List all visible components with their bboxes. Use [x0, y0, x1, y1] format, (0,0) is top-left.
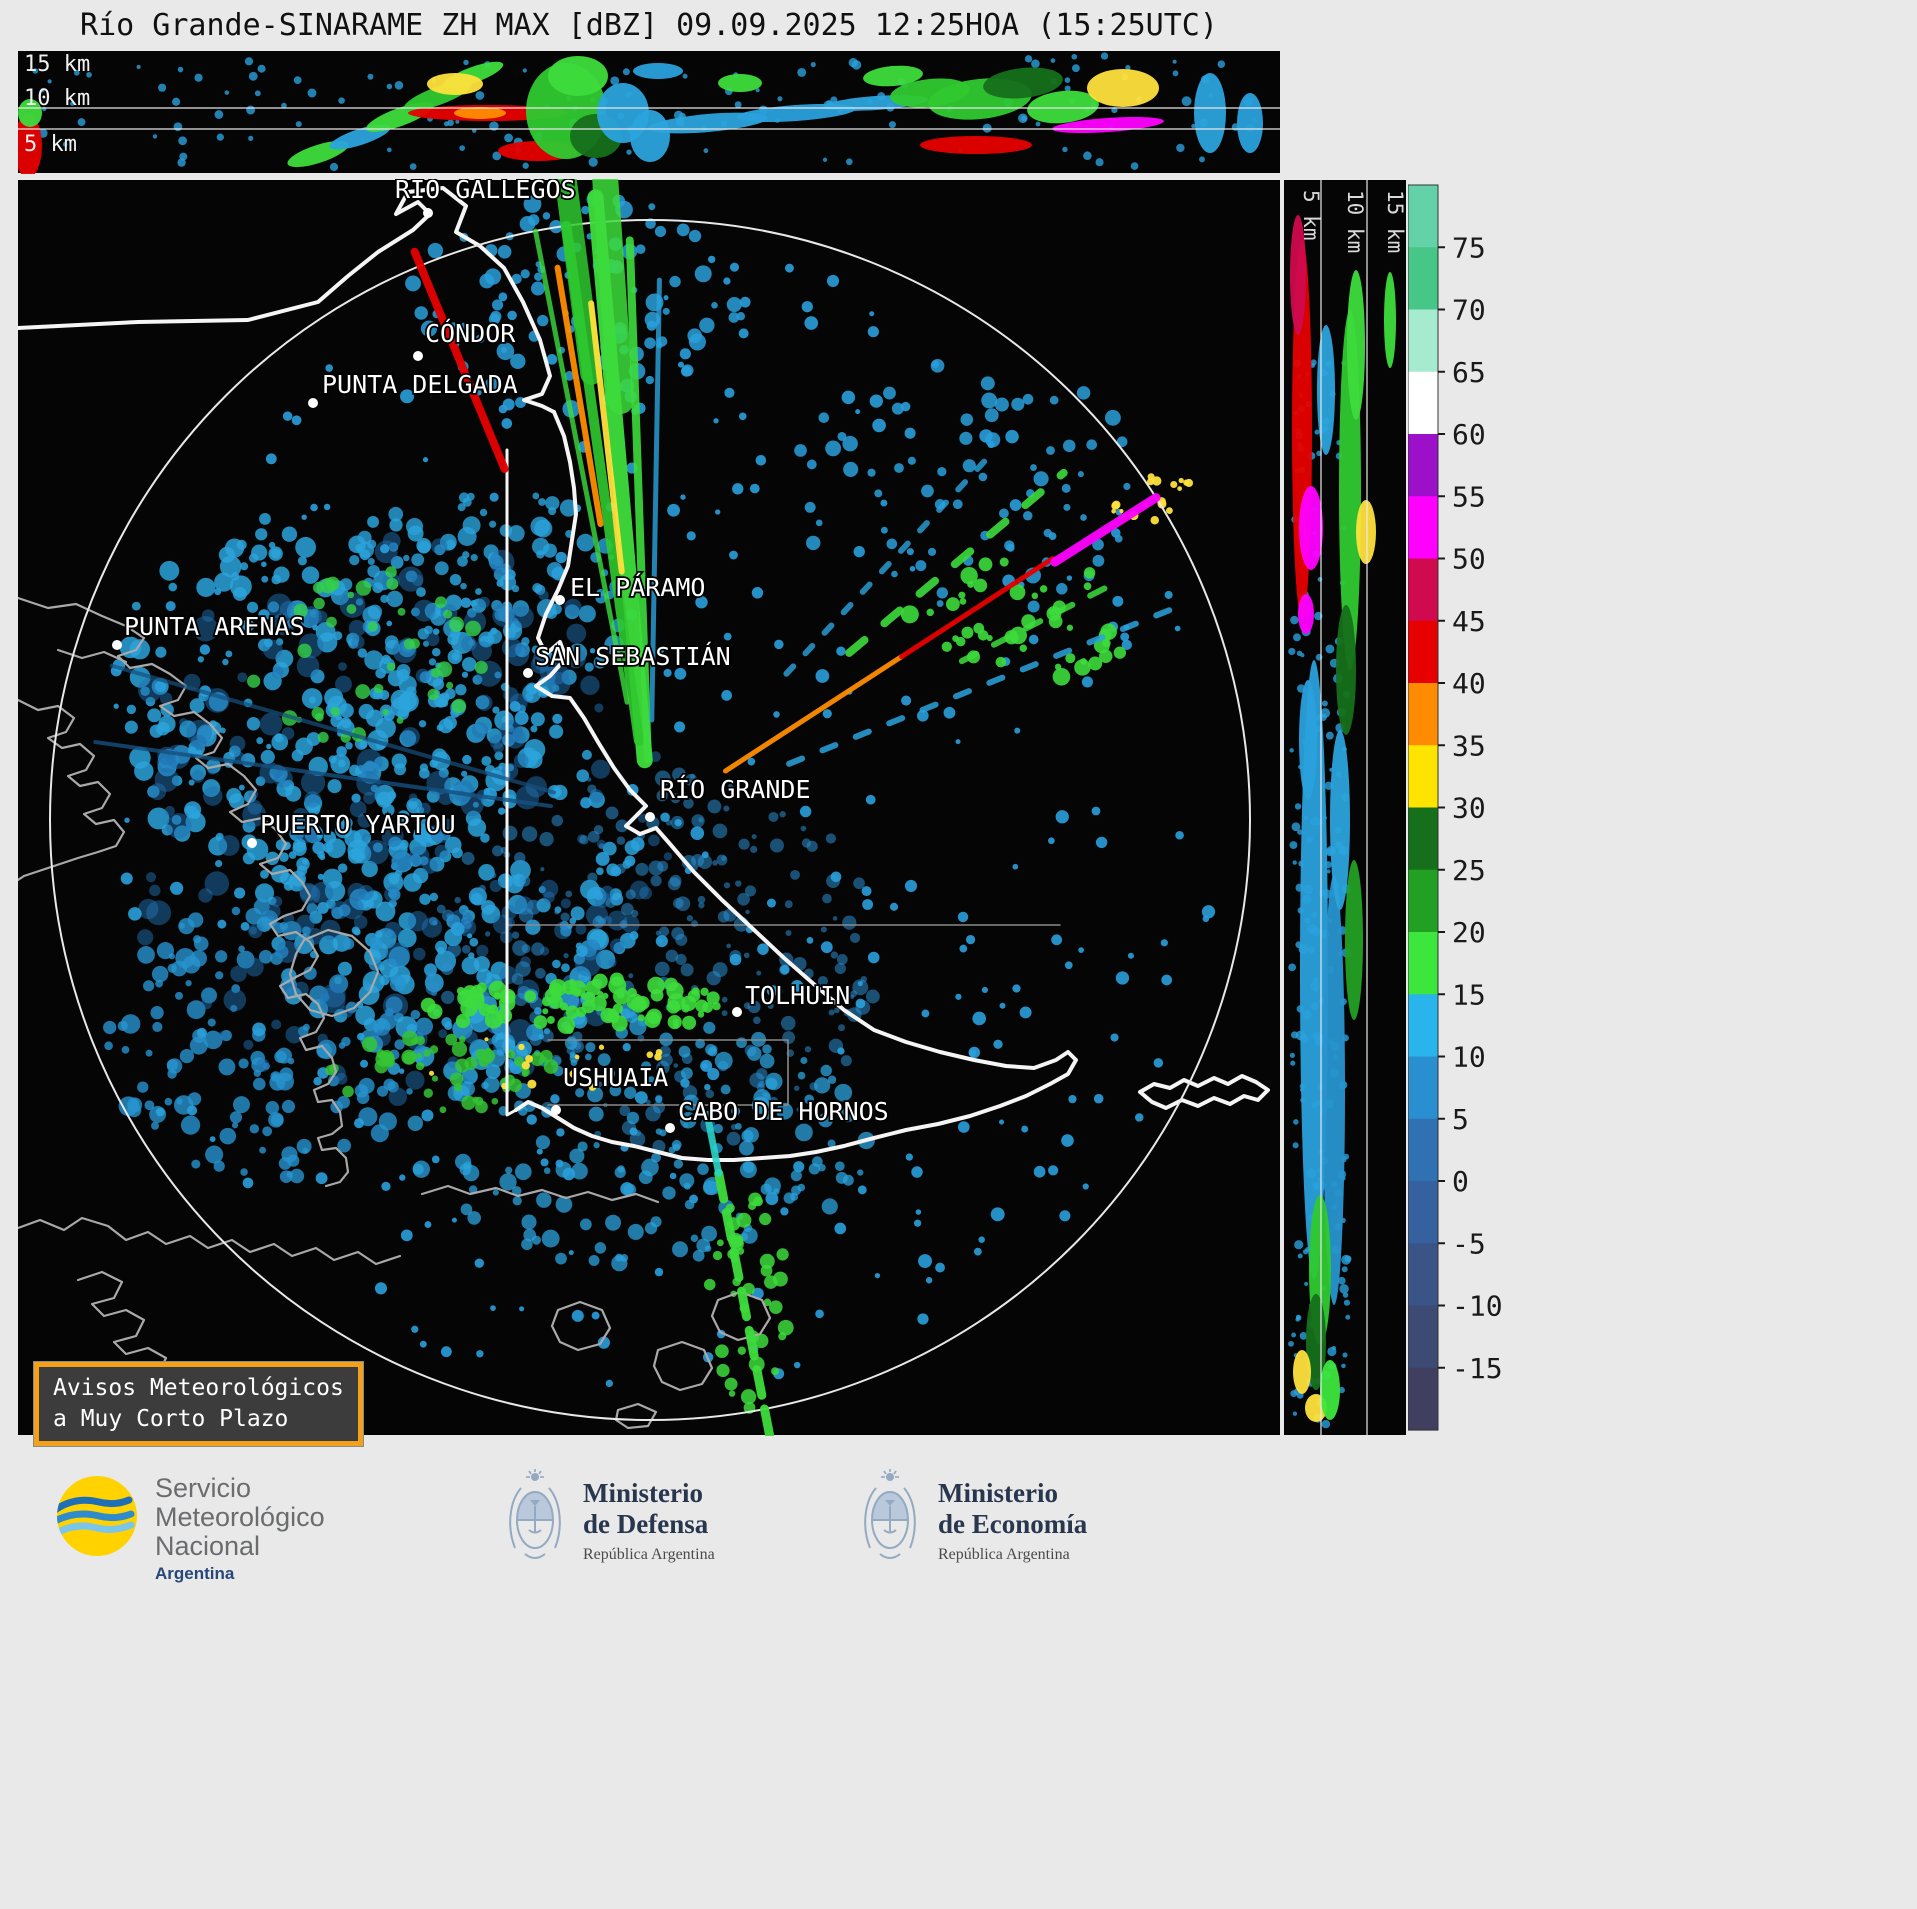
altitude-label: 10 km [24, 86, 90, 111]
colorbar-tick-label: -5 [1452, 1227, 1486, 1260]
spike-layer [93, 179, 1173, 1436]
top-cross-section-panel: 15 km 10 km 5 km [18, 51, 1280, 174]
colorbar-tick-label: 20 [1452, 916, 1486, 949]
defensa-line-1: Ministerio [583, 1478, 703, 1508]
radar-ppi-map: RÍO GALLEGOS CÓNDOR PUNTA DELGADA EL PÁRAMO… [18, 179, 1280, 1436]
warning-box[interactable]: Avisos Meteorológicos a Muy Corto Plazo [33, 1360, 364, 1448]
city-dot [551, 1105, 561, 1115]
colorbar-tick-label: -15 [1452, 1352, 1503, 1385]
ministry-economia-group: Ministerio de Economía República Argenti… [860, 1468, 1087, 1564]
smn-logo-group: Servicio Meteorológico Nacional Argentin… [55, 1473, 325, 1584]
colorbar-tick-label: -10 [1452, 1290, 1503, 1323]
smn-line-2: Meteorológico [155, 1502, 325, 1533]
ministry-defensa-group: Ministerio de Defensa República Argentin… [505, 1468, 715, 1564]
city-label: TOLHUIN [745, 981, 850, 1010]
city-label: CABO DE HORNOS [678, 1097, 889, 1126]
defensa-subtitle: República Argentina [583, 1546, 715, 1564]
colorbar-tick-label: 70 [1452, 294, 1486, 327]
ministry-defensa-text: Ministerio de Defensa República Argentin… [583, 1468, 715, 1564]
altitude-label: 15 km [24, 52, 90, 77]
colorbar-tick-label: 0 [1452, 1165, 1469, 1198]
colorbar-tick-label: 60 [1452, 418, 1486, 451]
echo-layer [103, 192, 1216, 1414]
page-title: Río Grande-SINARAME ZH MAX [dBZ] 09.09.2… [80, 8, 1218, 43]
city-label: PUNTA ARENAS [124, 612, 305, 641]
city-dot [645, 812, 655, 822]
defensa-line-2: de Defensa [583, 1509, 709, 1540]
coat-of-arms-icon [864, 1469, 916, 1559]
colorbar-tick-label: 10 [1452, 1041, 1486, 1074]
city-label: RÍO GALLEGOS [395, 179, 576, 204]
smn-country: Argentina [155, 1564, 235, 1584]
city-dot [112, 640, 122, 650]
colorbar-tick-label: 35 [1452, 729, 1486, 762]
admin-boundary-layer [506, 924, 1061, 1106]
economia-line-2: de Economía [938, 1509, 1088, 1540]
altitude-label: 15 km [1383, 190, 1406, 253]
colorbar-tick-label: 15 [1452, 978, 1486, 1011]
warning-line-2: a Muy Corto Plazo [53, 1406, 289, 1433]
colorbar-tick-label: 55 [1452, 480, 1486, 513]
city-dot [308, 398, 318, 408]
city-dot [555, 595, 565, 605]
city-dot [413, 351, 423, 361]
colorbar-tick-label: 75 [1452, 231, 1486, 264]
smn-line-1: Servicio [155, 1473, 252, 1503]
coastline-gray-layer [18, 596, 772, 1430]
colorbar-tick-label: 40 [1452, 667, 1486, 700]
colorbar-tick-label: 65 [1452, 356, 1486, 389]
right-cross-section-panel: 5 km 10 km 15 km [1284, 180, 1406, 1435]
city-label: USHUAIA [563, 1063, 668, 1092]
warning-line-1: Avisos Meteorológicos [53, 1375, 344, 1401]
coastline-white-layer [18, 186, 1270, 1162]
colorbar-tick-label: 50 [1452, 543, 1486, 576]
city-label: CÓNDOR [425, 318, 516, 348]
colorbar-scale [1408, 184, 1439, 1431]
colorbar-tick-label: 25 [1452, 854, 1486, 887]
altitude-label: 10 km [1343, 190, 1367, 253]
altitude-label: 5 km [24, 132, 77, 157]
city-dot [423, 208, 433, 218]
city-dot [523, 668, 533, 678]
colorbar-tick-label: 30 [1452, 792, 1486, 825]
economia-subtitle: República Argentina [938, 1546, 1070, 1564]
city-label: SAN SEBASTIÁN [535, 642, 731, 671]
coat-of-arms-icon [509, 1469, 561, 1559]
city-label: EL PÁRAMO [570, 573, 705, 602]
footer: Servicio Meteorológico Nacional Argentin… [0, 1462, 1917, 1622]
city-label: PUERTO YARTOU [260, 810, 456, 839]
ministry-economia-text: Ministerio de Economía República Argenti… [938, 1468, 1087, 1564]
border-line-layer [505, 448, 518, 1117]
city-dot [665, 1123, 675, 1133]
city-label: RÍO GRANDE [660, 775, 811, 804]
city-dot [732, 1007, 742, 1017]
range-ring [49, 219, 1251, 1421]
top-profile-echo-layer [18, 52, 1263, 174]
city-label: PUNTA DELGADA [322, 370, 518, 399]
altitude-label: 5 km [1299, 190, 1323, 241]
smn-wordmark: Servicio Meteorológico Nacional Argentin… [155, 1473, 325, 1584]
smn-logo-icon [57, 1476, 137, 1556]
city-dot [247, 838, 257, 848]
colorbar-tick-label: 5 [1452, 1103, 1469, 1136]
economia-line-1: Ministerio [938, 1478, 1058, 1508]
colorbar-tick-label: 45 [1452, 605, 1486, 638]
city-layer: RÍO GALLEGOS CÓNDOR PUNTA DELGADA EL PÁRAMO… [112, 179, 890, 1133]
smn-line-3: Nacional [155, 1531, 261, 1562]
